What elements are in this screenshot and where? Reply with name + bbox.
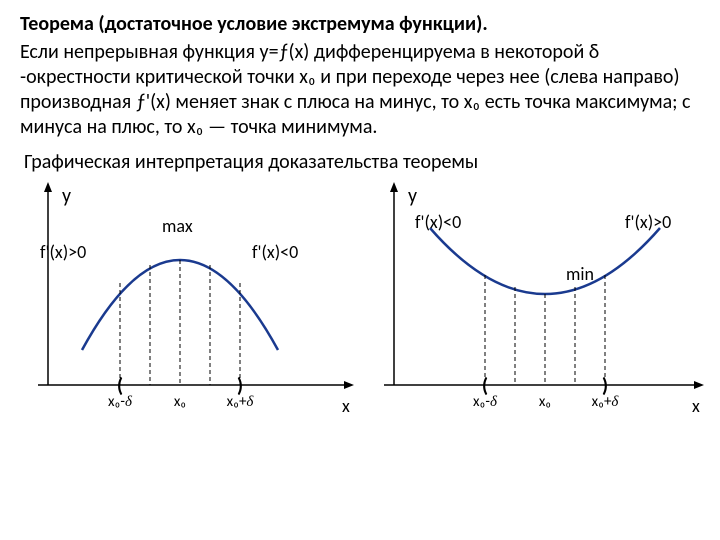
x-axis-arrow — [694, 381, 704, 389]
deriv-neg-label: f'(x)<0 — [415, 211, 461, 233]
x-axis-arrow — [344, 381, 354, 389]
deriv-neg-label: f'(x)<0 — [252, 241, 298, 263]
y-label: y — [408, 184, 417, 208]
charts-row: ( ) y x f'(x)>0 f'(x)<0 max x₀-δ x₀ x₀+δ — [20, 180, 700, 425]
min-label: min — [566, 263, 594, 285]
y-label: y — [62, 184, 71, 208]
max-label: max — [162, 215, 193, 237]
interpretation-heading: Графическая интерпретация доказательства… — [24, 150, 700, 174]
x-label: x — [692, 395, 700, 417]
x0-label: x₀ — [174, 393, 186, 411]
min-curve — [430, 228, 660, 294]
x0-plus-label: x₀+δ — [592, 393, 620, 411]
x0-plus-label: x₀+δ — [227, 393, 255, 411]
x0-label: x₀ — [539, 393, 551, 411]
x0-minus-label: x₀-δ — [108, 393, 133, 411]
theorem-body: Если непрерывная функция y=ƒ(x) дифферен… — [20, 40, 700, 140]
x0-minus-label: x₀-δ — [473, 393, 498, 411]
y-axis-arrow — [44, 182, 52, 192]
y-axis-arrow — [390, 182, 398, 192]
deriv-pos-label: f'(x)>0 — [40, 241, 86, 263]
max-chart: ( ) y x f'(x)>0 f'(x)<0 max x₀-δ x₀ x₀+δ — [20, 180, 360, 425]
min-chart: ( ) y x f'(x)<0 f'(x)>0 min x₀-δ x₀ x₀+δ — [370, 180, 710, 425]
deriv-pos-label: f'(x)>0 — [625, 211, 671, 233]
theorem-title: Теорема (достаточное условие экстремума … — [20, 12, 700, 36]
x-label: x — [342, 395, 350, 417]
